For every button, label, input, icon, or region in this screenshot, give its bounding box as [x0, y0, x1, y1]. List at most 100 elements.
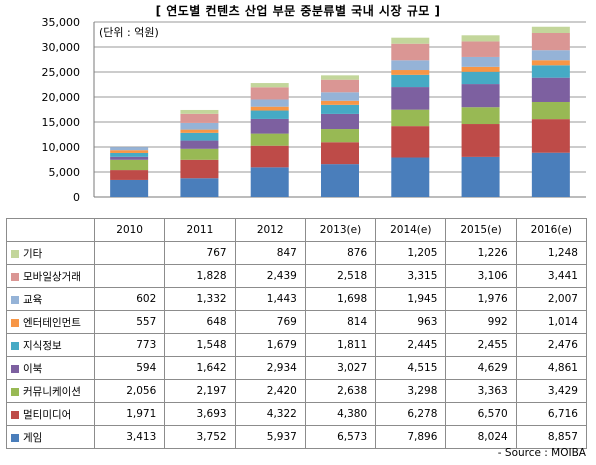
bar-segment [531, 152, 570, 197]
series-name: 지식정보 [23, 339, 62, 352]
bar-segment [180, 122, 219, 130]
bar-segment [531, 26, 570, 33]
data-label: 4,515 [375, 356, 447, 380]
data-label: 1,698 [304, 287, 377, 311]
series-name: 엔터테인먼트 [23, 316, 81, 329]
x-tick-label: 2013(e) [304, 218, 377, 242]
bar-segment [391, 70, 430, 75]
bar-segment [321, 75, 359, 80]
data-label: 648 [164, 310, 236, 334]
data-label: 2,197 [164, 379, 236, 403]
bar-segment [321, 92, 359, 101]
data-label: 6,716 [515, 402, 587, 426]
data-label: 3,441 [515, 264, 587, 288]
data-label [93, 241, 166, 265]
y-tick-label: 20,000 [42, 91, 81, 104]
series-name: 기타 [23, 247, 43, 260]
data-label: 2,445 [375, 333, 447, 357]
legend-swatch [11, 341, 19, 350]
data-label: 1,226 [445, 241, 517, 265]
bar-segment [321, 164, 359, 197]
bar-segment [180, 109, 219, 114]
bar-segment [110, 147, 149, 151]
bar-segment [250, 106, 289, 111]
legend-entry: 교육 [6, 287, 95, 311]
bar-segment [321, 104, 359, 114]
data-label: 1,971 [93, 402, 166, 426]
bar-segment [250, 110, 289, 119]
series-name: 교육 [23, 293, 43, 306]
bar-segment [321, 79, 359, 93]
table-row: 모바일상거래 1,828 2,439 2,518 3,315 3,106 3,441 [6, 264, 587, 288]
x-tick-label: 2011 [164, 218, 236, 242]
data-label: 3,027 [304, 356, 377, 380]
bar-segment [180, 159, 219, 179]
series-name: 멀티미디어 [23, 408, 72, 421]
series-name: 게임 [23, 431, 43, 444]
bar-segment [110, 156, 149, 160]
legend-swatch [11, 364, 19, 373]
bar-segment [531, 77, 570, 102]
bar-segment [461, 71, 500, 85]
data-label: 814 [304, 310, 377, 334]
data-table: 2010 2011 2012 2013(e) 2014(e) 2015(e) 2016(e)… [6, 218, 587, 449]
bar-segment [391, 43, 430, 61]
data-label: 1,976 [445, 287, 517, 311]
table-row: 엔터테인먼트 557 648 769 814 963 992 1,014 [6, 310, 587, 334]
x-tick-label: 2015(e) [445, 218, 517, 242]
data-label: 5,937 [234, 425, 306, 449]
data-label: 2,420 [234, 379, 306, 403]
table-row: 기타 767 847 876 1,205 1,226 1,248 [6, 241, 587, 265]
bar-segment [180, 148, 219, 160]
bar-segment [250, 118, 289, 134]
table-row: 지식정보 773 1,548 1,679 1,811 2,445 2,455 2,476 [6, 333, 587, 357]
data-label: 1,332 [164, 287, 236, 311]
y-tick-label: 10,000 [42, 141, 81, 154]
data-label: 1,945 [375, 287, 447, 311]
bar-segment [531, 32, 570, 51]
bar-segment [531, 119, 570, 153]
bar-segment [391, 126, 430, 158]
data-label [93, 264, 166, 288]
table-row: 멀티미디어 1,971 3,693 4,322 4,380 6,278 6,570 6,716 [6, 402, 587, 426]
source-note: - Source : MOIBA [497, 447, 586, 459]
data-label: 1,548 [164, 333, 236, 357]
data-label: 4,629 [445, 356, 517, 380]
data-label: 8,857 [515, 425, 587, 449]
data-label: 3,752 [164, 425, 236, 449]
bar-segment [180, 140, 219, 149]
legend-entry: 모바일상거래 [6, 264, 95, 288]
data-label: 3,298 [375, 379, 447, 403]
data-label: 1,205 [375, 241, 447, 265]
table-row: 커뮤니케이션 2,056 2,197 2,420 2,638 3,298 3,363 3,42… [6, 379, 587, 403]
data-label: 3,429 [515, 379, 587, 403]
bar-segment [250, 167, 289, 197]
bar-segment [180, 178, 219, 197]
data-label: 1,443 [234, 287, 306, 311]
chart-title: [ 연도별 컨텐츠 산업 부문 중분류별 국내 시장 규모 ] [155, 4, 441, 18]
data-label: 2,056 [93, 379, 166, 403]
x-tick-label: 2016(e) [515, 218, 587, 242]
legend-entry: 엔터테인먼트 [6, 310, 95, 334]
bar-segment [531, 101, 570, 120]
bar-segment [250, 87, 289, 100]
data-label: 767 [164, 241, 236, 265]
bar-segment [250, 83, 289, 88]
data-label: 6,278 [375, 402, 447, 426]
data-label: 2,518 [304, 264, 377, 288]
bar-segment [180, 129, 219, 133]
data-label: 847 [234, 241, 306, 265]
unit-label: (단위 : 억원) [99, 26, 159, 39]
bar-segment [250, 99, 289, 107]
bar-segment [461, 66, 500, 72]
data-label: 1,679 [234, 333, 306, 357]
data-label: 1,014 [515, 310, 587, 334]
table-header-row: 2010 2011 2012 2013(e) 2014(e) 2015(e) 2016(e) [6, 218, 587, 242]
data-label: 773 [93, 333, 166, 357]
data-label: 602 [93, 287, 166, 311]
y-tick-label: 30,000 [42, 41, 81, 54]
bar-segment [531, 60, 570, 66]
data-label: 963 [375, 310, 447, 334]
legend-swatch [11, 272, 19, 281]
legend-swatch [11, 410, 19, 419]
